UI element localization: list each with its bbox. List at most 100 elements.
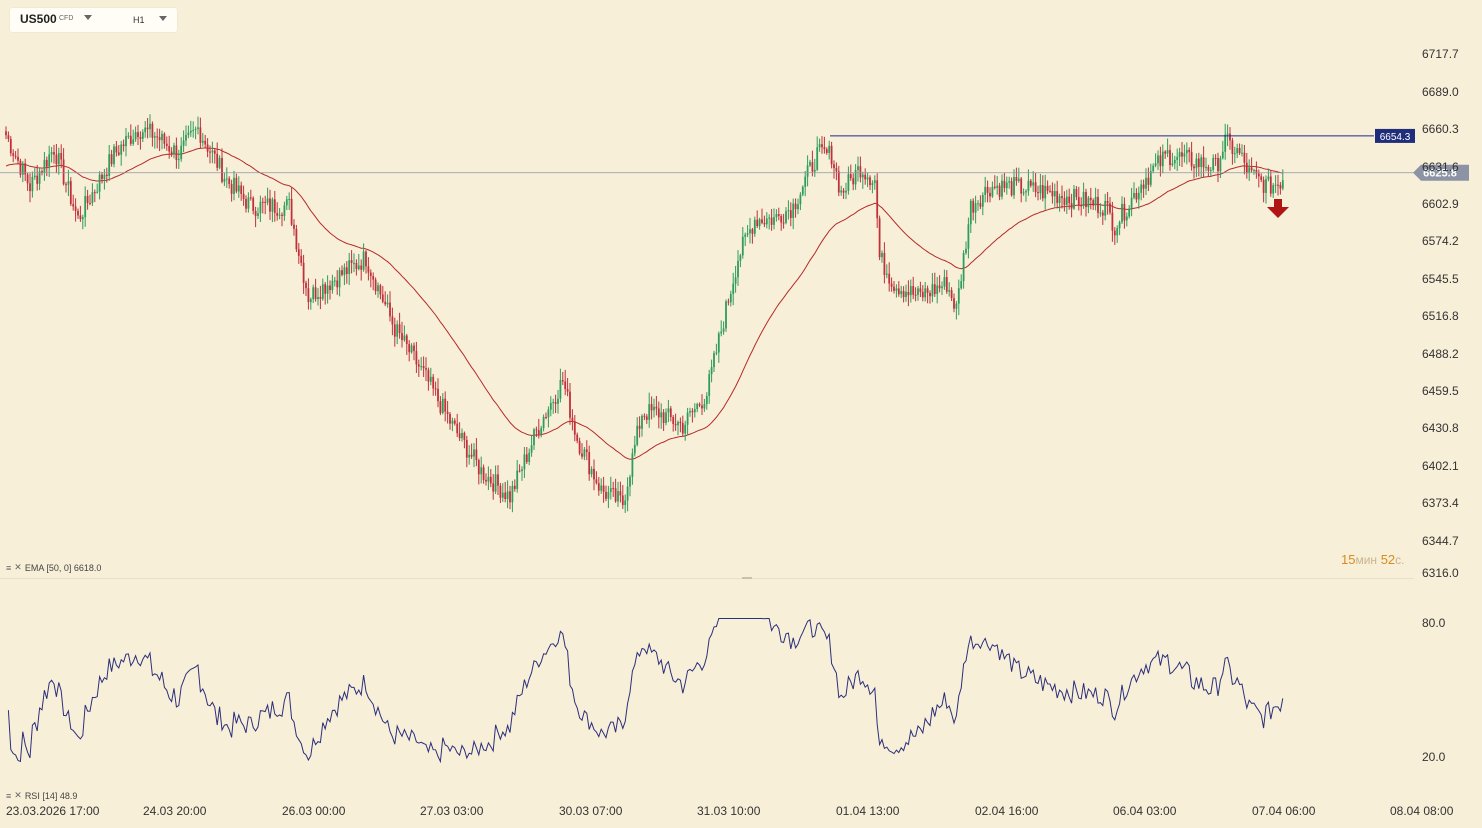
candle [614,478,617,503]
candle-body [861,174,864,178]
candle [1058,193,1061,212]
candle-body [168,145,171,152]
candle [967,217,970,259]
candle [775,209,778,222]
candle [189,120,192,137]
pane-resize-handle[interactable] [742,577,752,579]
candle-body [158,137,161,141]
candle [753,216,756,237]
candle [1085,188,1087,217]
candle-body [413,345,415,351]
candle-body [1149,171,1152,185]
candle-body [333,280,336,282]
candle [1010,177,1013,197]
candle [36,164,39,191]
candle-body [463,432,466,440]
candle-body [1087,197,1090,208]
candle [972,198,975,221]
candle-body [765,218,768,225]
candle-body [609,488,612,492]
candle [29,173,31,203]
timeframe-dropdown-chevron-down-icon[interactable] [159,16,167,21]
candle-body [1171,163,1174,166]
candle [674,413,677,431]
candle-body [288,198,291,200]
rsi-line [7,618,1284,764]
candle-body [1154,163,1157,166]
candle-body [525,454,528,462]
candle-body [1003,180,1006,189]
indicator-settings-icon[interactable]: ≡ [6,562,12,573]
candle [1200,154,1203,178]
candle-body [1032,182,1035,186]
candle [437,378,439,408]
candle-body [506,491,509,499]
candle [804,170,807,197]
candle [561,372,564,385]
candle-body [396,324,399,337]
candle-body [1109,203,1111,213]
candle [537,418,540,439]
candle-body [1037,192,1039,194]
candle-body [386,302,389,305]
candle [787,200,790,220]
candle-body [24,163,27,175]
candle-body [379,285,382,295]
candle [24,158,27,182]
candle [919,281,922,298]
candle-body [1077,197,1080,206]
candle-body [173,145,175,155]
candle [931,273,934,303]
candle [278,208,281,220]
candle [355,259,358,276]
candle-body [134,132,137,140]
candle-body [993,186,996,188]
candle-body [1075,189,1078,198]
candle-body [285,199,288,206]
candle-body [216,153,219,168]
candle-body [705,395,708,405]
price-tick-label: 6516.8 [1422,309,1459,323]
candle-body [677,421,679,426]
candle [1094,187,1097,211]
candle [7,131,10,142]
indicator-close-icon[interactable]: ✕ [14,790,22,800]
ema-indicator-legend[interactable]: ≡ ✕ EMA [50, 0] 6618.0 [6,562,101,573]
candle-body [1145,177,1147,189]
candle-body [979,203,982,207]
rsi-indicator-legend[interactable]: ≡ ✕ RSI [14] 48.9 [6,790,77,801]
price-tick-label: 6574.2 [1422,234,1459,248]
candle-body [17,156,19,161]
candle-body [636,425,639,445]
candle-body [1147,177,1150,185]
candle [533,427,535,450]
candle [629,474,631,497]
symbol-dropdown-chevron-down-icon[interactable] [84,15,92,20]
symbol-label[interactable]: US500 [20,12,57,26]
timeframe-label[interactable]: H1 [133,15,145,25]
candle [158,128,161,152]
candle [1142,179,1145,198]
candle [885,264,888,279]
candle-body [969,200,972,225]
candle-body [873,180,876,184]
candle [530,435,533,457]
candle [329,280,331,300]
indicator-settings-icon[interactable]: ≡ [6,790,12,801]
candle [573,415,576,442]
candle [890,277,893,292]
symbol-selector-bar[interactable]: US500 CFD H1 [10,8,177,32]
candle-body [1250,167,1253,171]
candle-body [1173,159,1176,164]
candle [609,476,612,500]
candle-body [1176,156,1179,160]
candle [813,158,816,177]
candle-body [890,283,893,287]
candle [1159,146,1162,177]
candle-body [62,159,65,185]
indicator-close-icon[interactable]: ✕ [14,562,22,572]
candle-body [1051,190,1054,197]
candle [703,398,706,412]
candle [446,400,449,424]
